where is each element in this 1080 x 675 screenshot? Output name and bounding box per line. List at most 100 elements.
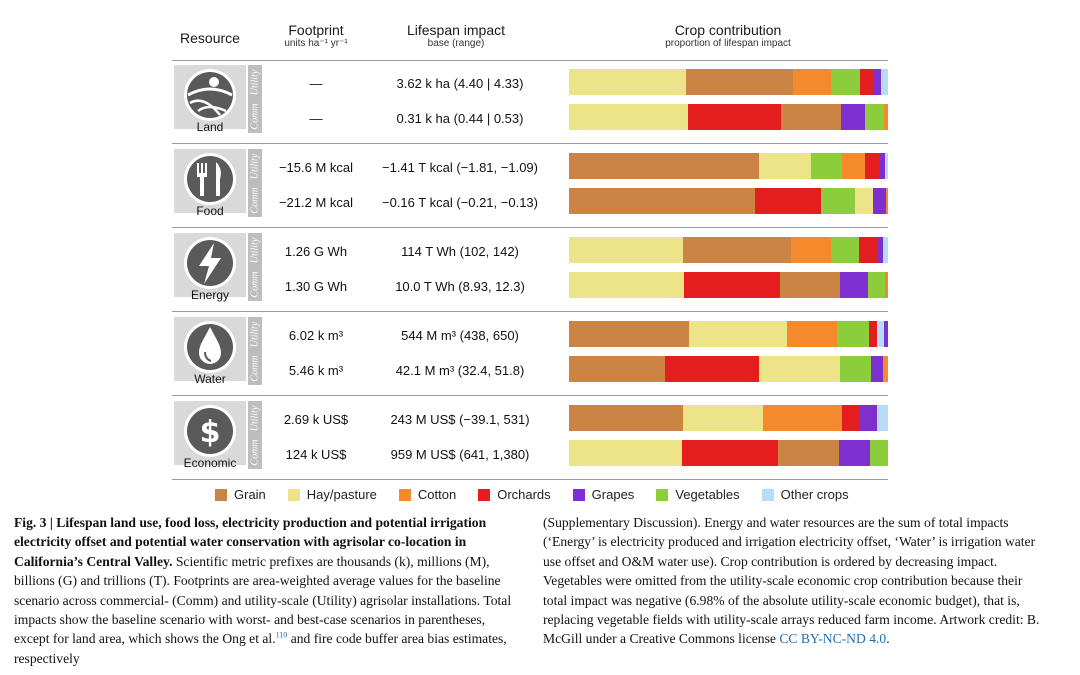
caption-text: Scientific metric prefixes are thousands… bbox=[14, 553, 512, 647]
lifespan-value: −1.41 T kcal (−1.81, −1.09) bbox=[382, 160, 538, 175]
bar-segment-grain bbox=[781, 104, 842, 130]
bar-segment-orchards bbox=[858, 237, 877, 263]
land-icon-box bbox=[174, 65, 246, 129]
scale-comm-label: Comm bbox=[249, 270, 261, 298]
crop-bar bbox=[569, 188, 888, 214]
resource-label-economic: Economic bbox=[183, 456, 237, 470]
bar-segment-cotton bbox=[792, 69, 831, 95]
bar-segment-orchards bbox=[665, 356, 760, 382]
legend-swatch bbox=[478, 488, 491, 501]
lifespan-value: 0.31 k ha (0.44 | 0.53) bbox=[396, 111, 524, 126]
scale-utility-label: Utility bbox=[249, 69, 261, 95]
bar-segment-vegetables bbox=[830, 69, 860, 95]
lifespan-title: Lifespan impact bbox=[406, 22, 506, 38]
footprint-value: −15.6 M kcal bbox=[278, 160, 354, 175]
bar-segment-other-crops bbox=[882, 237, 888, 263]
bar-segment-orchards bbox=[842, 405, 859, 431]
bar-segment-hay-pasture bbox=[682, 405, 763, 431]
bar-segment-cotton bbox=[886, 188, 888, 214]
footprint-value: 124 k US$ bbox=[285, 447, 347, 462]
license-link[interactable]: CC BY-NC-ND 4.0 bbox=[779, 631, 887, 647]
divider bbox=[172, 60, 888, 61]
bar-segment-hay-pasture bbox=[569, 440, 682, 466]
divider bbox=[172, 395, 888, 396]
divider bbox=[172, 479, 888, 480]
caption-text: and fire code buffer area bias estimates… bbox=[14, 631, 507, 666]
scale-utility-label: Utility bbox=[249, 405, 261, 431]
bar-segment-hay-pasture bbox=[569, 69, 686, 95]
bar-segment-other-crops bbox=[881, 69, 888, 95]
header-crop: Crop contribution proportion of lifespan… bbox=[600, 22, 856, 50]
legend-swatch bbox=[287, 488, 300, 501]
bar-segment-cotton bbox=[786, 321, 837, 347]
bar-segment-orchards bbox=[864, 153, 880, 179]
scale-utility-label: Utility bbox=[249, 321, 261, 347]
bar-segment-vegetables bbox=[869, 440, 888, 466]
food-icon bbox=[184, 153, 236, 205]
legend-item-other: Other crops bbox=[761, 487, 849, 502]
figure-title: Lifespan land use, food loss, electricit… bbox=[14, 515, 487, 569]
caption-left: Fig. 3 | Lifespan land use, food loss, e… bbox=[14, 513, 522, 668]
scale-tab bbox=[248, 401, 262, 469]
caption-right: (Supplementary Discussion). Energy and w… bbox=[543, 515, 1040, 647]
header-resource: Resource bbox=[180, 30, 240, 46]
scale-comm-label: Comm bbox=[249, 102, 261, 130]
footprint-value: −21.2 M kcal bbox=[278, 195, 354, 210]
bar-segment-orchards bbox=[859, 69, 875, 95]
legend-swatch bbox=[761, 488, 774, 501]
reference-link[interactable]: 110 bbox=[275, 630, 288, 640]
footprint-value: — bbox=[309, 76, 323, 91]
legend-item-orchards: Orchards bbox=[478, 487, 551, 502]
bar-segment-orchards bbox=[868, 321, 877, 347]
bar-segment-cotton bbox=[884, 104, 888, 130]
bar-segment-other-crops bbox=[885, 153, 888, 179]
bar-segment-grapes bbox=[876, 237, 883, 263]
bar-segment-orchards bbox=[681, 440, 778, 466]
header-footprint: Footprint units ha⁻¹ yr⁻¹ bbox=[268, 22, 364, 50]
legend-item-hay: Hay/pasture bbox=[287, 487, 377, 502]
economic-icon-box: $ bbox=[174, 401, 246, 465]
lifespan-value: 959 M US$ (641, 1,380) bbox=[390, 447, 530, 462]
crop-bar bbox=[569, 153, 888, 179]
land-icon bbox=[184, 69, 236, 121]
bar-segment-grapes bbox=[879, 153, 886, 179]
footprint-value: 5.46 k m³ bbox=[288, 363, 344, 378]
figure-label: Fig. 3 | bbox=[14, 515, 57, 530]
footprint-value: 1.30 G Wh bbox=[284, 279, 348, 294]
bar-segment-vegetables bbox=[836, 321, 869, 347]
legend-swatch bbox=[398, 488, 411, 501]
footprint-title: Footprint bbox=[288, 22, 344, 38]
lifespan-value: 10.0 T Wh (8.93, 12.3) bbox=[395, 279, 525, 294]
food-icon-box bbox=[174, 149, 246, 213]
lifespan-value: 544 M m³ (438, 650) bbox=[401, 328, 519, 343]
water-icon-box bbox=[174, 317, 246, 381]
lifespan-value: 114 T Wh (102, 142) bbox=[401, 244, 519, 259]
bar-segment-grapes bbox=[873, 188, 887, 214]
bar-segment-vegetables bbox=[821, 188, 856, 214]
bar-segment-orchards bbox=[683, 272, 781, 298]
bar-segment-hay-pasture bbox=[569, 237, 683, 263]
footprint-value: 6.02 k m³ bbox=[288, 328, 344, 343]
scale-tab bbox=[248, 317, 262, 385]
bar-segment-cotton bbox=[762, 405, 843, 431]
crop-bar bbox=[569, 321, 888, 347]
legend-swatch bbox=[215, 488, 227, 501]
bar-segment-grain bbox=[685, 69, 793, 95]
bar-segment-cotton bbox=[791, 237, 831, 263]
lifespan-value: 3.62 k ha (4.40 | 4.33) bbox=[396, 76, 524, 91]
bar-segment-grapes bbox=[871, 356, 884, 382]
bar-segment-vegetables bbox=[840, 356, 872, 382]
bar-segment-cotton bbox=[883, 356, 888, 382]
bar-segment-orchards bbox=[754, 188, 822, 214]
scale-tab bbox=[248, 65, 262, 133]
bar-segment-grapes bbox=[883, 321, 888, 347]
scale-comm-label: Comm bbox=[249, 186, 261, 214]
bar-segment-cotton bbox=[884, 272, 888, 298]
bar-segment-hay-pasture bbox=[759, 356, 841, 382]
scale-tab bbox=[248, 233, 262, 301]
legend: Grain Hay/pasture Cotton Orchards Grapes… bbox=[215, 487, 871, 502]
bar-segment-grain bbox=[569, 153, 760, 179]
footprint-value: — bbox=[309, 111, 323, 126]
scale-comm-label: Comm bbox=[249, 438, 261, 466]
bar-segment-grain bbox=[569, 321, 689, 347]
